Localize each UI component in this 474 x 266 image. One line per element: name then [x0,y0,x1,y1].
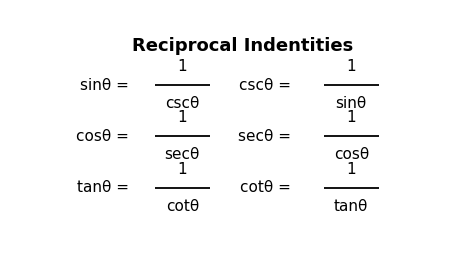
Text: cotθ: cotθ [166,198,199,214]
Text: cscθ: cscθ [165,96,200,111]
Text: sinθ =: sinθ = [80,78,129,93]
Text: cotθ =: cotθ = [240,180,291,195]
Text: 1: 1 [177,59,187,74]
Text: 1: 1 [177,110,187,126]
Text: tanθ =: tanθ = [77,180,129,195]
Text: secθ: secθ [164,147,200,162]
Text: secθ =: secθ = [237,129,291,144]
Text: 1: 1 [346,110,356,126]
Text: sinθ: sinθ [336,96,367,111]
Text: 1: 1 [177,162,187,177]
Text: cosθ: cosθ [334,147,369,162]
Text: Reciprocal Indentities: Reciprocal Indentities [132,37,354,55]
Text: cosθ =: cosθ = [76,129,129,144]
Text: cscθ =: cscθ = [239,78,291,93]
Text: 1: 1 [346,162,356,177]
Text: tanθ: tanθ [334,198,368,214]
Text: 1: 1 [346,59,356,74]
